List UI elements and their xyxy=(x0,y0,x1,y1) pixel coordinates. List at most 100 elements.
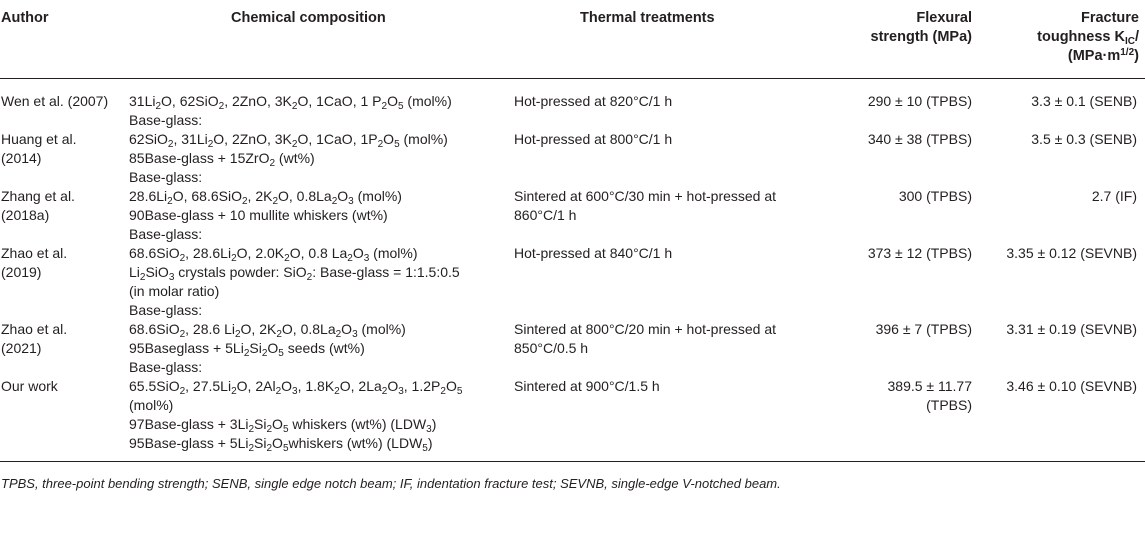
cell-line: 3.5 ± 0.3 (SENB) xyxy=(1031,131,1137,147)
cell-flexural: 290 ± 10 (TPBS) xyxy=(826,79,974,112)
cell-line: 850°C/0.5 h xyxy=(514,340,589,356)
header-row: Author Chemical composition Thermal trea… xyxy=(0,0,1145,79)
header-flexural-line1: Flexural xyxy=(916,10,972,26)
header-fracture-line2-suffix: ) xyxy=(1134,48,1139,64)
cell-line xyxy=(1,225,126,244)
cell-author: Huang et al. (2014) xyxy=(0,111,126,168)
cell-line: 90Base-glass + 10 mullite whiskers (wt%) xyxy=(129,207,388,223)
cell-line: (2018a) xyxy=(1,207,50,223)
header-thermal: Thermal treatments xyxy=(510,0,826,79)
cell-line: 28.6Li2O, 68.6SiO2, 2K2O, 0.8La2O3 (mol%… xyxy=(129,188,402,207)
header-author: Author xyxy=(0,0,126,79)
cell-line xyxy=(974,225,1137,244)
header-flexural: Flexural strength (MPa) xyxy=(826,0,974,79)
table-row: Zhao et al. (2021) Base-glass: 68.6SiO2, 28… xyxy=(0,301,1145,359)
cell-line: Hot-pressed at 800°C/1 h xyxy=(514,131,673,147)
cell-flexural: 300 (TPBS) xyxy=(826,168,974,225)
cell-line: 3.46 ± 0.10 (SEVNB) xyxy=(1006,378,1137,394)
cell-line xyxy=(1,301,126,320)
cell-line xyxy=(826,301,972,320)
cell-line xyxy=(1,358,126,377)
table-row: Zhao et al. (2019) Base-glass: 68.6SiO2, 28… xyxy=(0,225,1145,301)
cell-fracture: 3.35 ± 0.12 (SEVNB) xyxy=(974,225,1145,301)
cell-line: (mol%) xyxy=(129,397,174,413)
cell-thermal: Sintered at 900°C/1.5 h xyxy=(510,358,826,462)
cell-line: Base-glass: xyxy=(129,169,203,185)
cell-line xyxy=(1,168,126,187)
cell-thermal: Sintered at 600°C/30 min + hot-pressed a… xyxy=(510,168,826,225)
cell-line: Our work xyxy=(1,378,58,394)
cell-flexural: 396 ± 7 (TPBS) xyxy=(826,301,974,358)
table-row: Wen et al. (2007) 31Li2O, 62SiO2, 2ZnO, 3… xyxy=(0,79,1145,112)
cell-author: Wen et al. (2007) xyxy=(0,79,126,112)
header-fracture-line2-prefix: (MPa·m xyxy=(1067,48,1121,64)
cell-line: 373 ± 12 (TPBS) xyxy=(867,245,972,261)
cell-line xyxy=(514,358,826,377)
cell-line: Zhao et al. xyxy=(1,245,68,261)
cell-flexural: 389.5 ± 11.77 (TPBS) xyxy=(826,358,974,462)
cell-line: Base-glass: xyxy=(129,112,203,128)
cell-line: 3.35 ± 0.12 (SEVNB) xyxy=(1006,245,1137,261)
table-row: Huang et al. (2014) Base-glass: 62SiO2, 31L… xyxy=(0,111,1145,169)
cell-line: 68.6SiO2, 28.6Li2O, 2.0K2O, 0.8 La2O3 (m… xyxy=(129,245,418,264)
header-fracture-prefix: Fracture xyxy=(1080,10,1139,26)
table-row: Zhang et al. (2018a) Base-glass: 28.6Li2O, … xyxy=(0,168,1145,225)
cell-line: Sintered at 900°C/1.5 h xyxy=(514,378,660,394)
cell-line: 3.3 ± 0.1 (SENB) xyxy=(1031,93,1137,109)
header-fracture-line1: toughness K xyxy=(1037,29,1125,45)
cell-line: 3.31 ± 0.19 (SEVNB) xyxy=(1006,321,1137,337)
cell-fracture: 3.3 ± 0.1 (SENB) xyxy=(974,79,1145,112)
cell-fracture: 3.31 ± 0.19 (SEVNB) xyxy=(974,301,1145,358)
cell-line xyxy=(826,225,972,244)
cell-line xyxy=(974,358,1137,377)
cell-line: (TPBS) xyxy=(926,397,972,413)
cell-line: Sintered at 800°C/20 min + hot-pressed a… xyxy=(514,321,777,337)
cell-line: Sintered at 600°C/30 min + hot-pressed a… xyxy=(514,188,777,204)
cell-line xyxy=(514,168,826,187)
header-fracture: Fracture toughness KIC/ (MPa·m1/2) xyxy=(974,0,1145,79)
cell-line: Wen et al. (2007) xyxy=(1,93,109,109)
cell-line: Hot-pressed at 840°C/1 h xyxy=(514,245,673,261)
cell-line: Huang et al. xyxy=(1,131,77,147)
cell-line: Hot-pressed at 820°C/1 h xyxy=(514,93,673,109)
cell-line: 62SiO2, 31Li2O, 2ZnO, 3K2O, 1CaO, 1P2O5 … xyxy=(129,131,448,150)
cell-line: 95Base-glass + 5Li2Si2O5whiskers (wt%) (… xyxy=(129,435,433,454)
data-table: Author Chemical composition Thermal trea… xyxy=(0,0,1145,462)
cell-line: (2014) xyxy=(1,150,42,166)
cell-composition: Base-glass: 65.5SiO2, 27.5Li2O, 2Al2O3, 1… xyxy=(126,358,510,462)
cell-composition: 31Li2O, 62SiO2, 2ZnO, 3K2O, 1CaO, 1 P2O5… xyxy=(126,79,510,112)
cell-author: Zhao et al. (2021) xyxy=(0,301,126,358)
cell-line: (2021) xyxy=(1,340,42,356)
cell-line: Base-glass: xyxy=(129,302,203,318)
header-fracture-sub: IC xyxy=(1124,36,1135,47)
cell-composition: Base-glass: 62SiO2, 31Li2O, 2ZnO, 3K2O, 1… xyxy=(126,111,510,169)
cell-fracture: 3.5 ± 0.3 (SENB) xyxy=(974,111,1145,168)
cell-line: 389.5 ± 11.77 xyxy=(887,378,973,394)
cell-line: 65.5SiO2, 27.5Li2O, 2Al2O3, 1.8K2O, 2La2… xyxy=(129,378,463,397)
table-footnote: TPBS, three-point bending strength; SENB… xyxy=(1,476,781,491)
header-fracture-slash: / xyxy=(1134,29,1139,45)
cell-thermal: Hot-pressed at 820°C/1 h xyxy=(510,79,826,112)
cell-fracture: 2.7 (IF) xyxy=(974,168,1145,225)
cell-author: Zhang et al. (2018a) xyxy=(0,168,126,225)
cell-line: Li2SiO3 crystals powder: SiO2: Base-glas… xyxy=(129,264,460,283)
cell-line xyxy=(826,168,972,187)
cell-line: Base-glass: xyxy=(129,359,203,375)
cell-line: 340 ± 38 (TPBS) xyxy=(867,131,972,147)
cell-thermal: Hot-pressed at 840°C/1 h xyxy=(510,225,826,301)
cell-line: 97Base-glass + 3Li2Si2O5 whiskers (wt%) … xyxy=(129,416,437,435)
cell-line: 95Baseglass + 5Li2Si2O5 seeds (wt%) xyxy=(129,340,365,359)
cell-line: Zhao et al. xyxy=(1,321,68,337)
cell-line: (in molar ratio) xyxy=(129,283,220,299)
cell-line: 31Li2O, 62SiO2, 2ZnO, 3K2O, 1CaO, 1 P2O5… xyxy=(129,93,452,112)
cell-line xyxy=(974,111,1137,130)
cell-flexural: 373 ± 12 (TPBS) xyxy=(826,225,974,301)
cell-line: 396 ± 7 (TPBS) xyxy=(875,321,972,337)
cell-line: 300 (TPBS) xyxy=(898,188,972,204)
cell-line: 290 ± 10 (TPBS) xyxy=(867,93,972,109)
cell-composition: Base-glass: 28.6Li2O, 68.6SiO2, 2K2O, 0.8… xyxy=(126,168,510,225)
cell-line: 68.6SiO2, 28.6 Li2O, 2K2O, 0.8La2O3 (mol… xyxy=(129,321,406,340)
cell-author: Zhao et al. (2019) xyxy=(0,225,126,301)
table-header: Author Chemical composition Thermal trea… xyxy=(0,0,1145,79)
